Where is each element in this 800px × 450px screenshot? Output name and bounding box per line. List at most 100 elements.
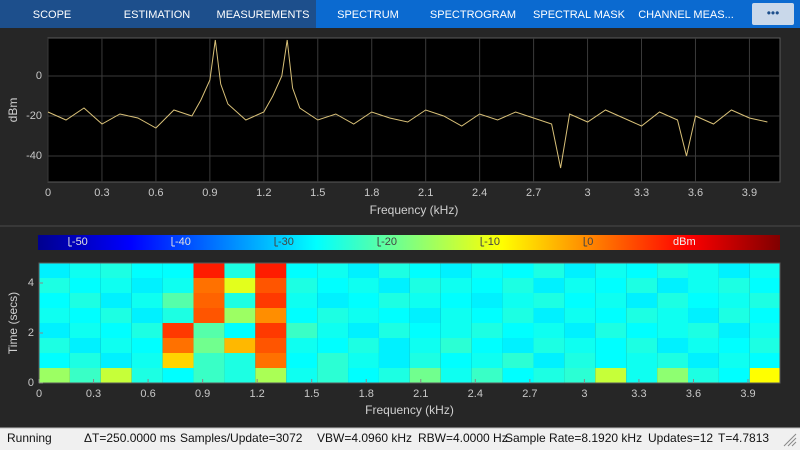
heat-cell [749,263,780,278]
heat-cell [317,323,349,338]
heat-cell [471,293,503,308]
heat-cell [224,323,256,338]
status-item: VBW=4.0960 kHz [317,431,412,445]
heat-cell [471,308,503,323]
heat-cell [718,278,750,293]
heat-cell [100,323,132,338]
heat-cell [595,368,627,383]
x-tick-label: 3 [581,388,587,400]
heat-cell [131,338,163,353]
heat-cell [471,263,503,278]
heat-cell [688,353,719,368]
heat-cell [193,278,225,293]
heat-cell [348,308,379,323]
heat-cell [595,323,627,338]
heat-cell [378,293,410,308]
heat-cell [286,368,318,383]
heat-cell [317,308,349,323]
heat-cell [39,278,70,293]
heat-cell [657,308,689,323]
heat-cell [626,278,658,293]
heat-cell [718,353,750,368]
heat-cell [688,278,719,293]
heat-cell [39,263,70,278]
y-tick-label: 2 [28,327,34,339]
more-button[interactable] [752,3,794,25]
heat-cell [69,338,101,353]
tab[interactable]: SPECTROGRAM [430,9,516,21]
heat-cell [564,293,596,308]
heat-cell [688,263,719,278]
status-item: ΔT=250.0000 ms [84,431,176,445]
x-tick-label: 2.4 [472,187,487,199]
heat-cell [162,323,194,338]
heat-cell [564,338,596,353]
y-tick-label: 4 [28,277,34,289]
heat-cell [224,368,256,383]
heat-cell [533,368,565,383]
heat-cell [533,263,565,278]
tab[interactable]: CHANNEL MEAS... [638,9,734,21]
heat-cell [255,338,287,353]
heat-cell [749,278,780,293]
heat-cell [595,293,627,308]
heat-cell [39,338,70,353]
heat-cell [317,278,349,293]
heat-cell [688,308,719,323]
heat-cell [224,278,256,293]
status-state: Running [7,431,52,445]
heat-cell [657,278,689,293]
heat-cell [131,278,163,293]
colorbar-tick-label: -30 [278,236,294,248]
x-tick-label: 0.9 [202,187,217,199]
heat-cell [162,263,194,278]
heat-cell [564,353,596,368]
heat-cell [595,263,627,278]
heat-cell [317,263,349,278]
tab[interactable]: SPECTRAL MASK [533,9,626,21]
heat-cell [286,338,318,353]
heat-cell [286,323,318,338]
heat-cell [533,293,565,308]
heat-cell [502,308,534,323]
heat-cell [718,323,750,338]
tab[interactable]: ESTIMATION [124,9,190,21]
heat-cell [502,323,534,338]
toolbar-left [0,0,316,28]
tab[interactable]: MEASUREMENTS [217,9,310,21]
y-tick-label: 0 [36,70,42,82]
heat-cell [255,263,287,278]
tab[interactable]: SPECTRUM [337,9,399,21]
plot-area [47,37,781,183]
tab[interactable]: SCOPE [33,9,72,21]
heat-cell [348,263,379,278]
heat-cell [626,308,658,323]
x-tick-label: 3.3 [634,187,649,199]
heat-cell [69,353,101,368]
x-axis-label: Frequency (kHz) [365,403,454,417]
toolbar-right [316,0,740,28]
heat-cell [162,308,194,323]
x-tick-label: 1.5 [310,187,325,199]
heat-cell [348,353,379,368]
x-tick-label: 1.2 [256,187,271,199]
heat-cell [39,368,70,383]
heat-cell [595,338,627,353]
heat-cell [378,368,410,383]
heat-cell [626,293,658,308]
heat-cell [69,323,101,338]
x-tick-label: 1.8 [359,388,374,400]
heat-cell [749,308,780,323]
heat-cell [255,353,287,368]
heat-cell [471,278,503,293]
heat-cell [162,368,194,383]
heat-cell [502,263,534,278]
x-tick-label: 3.3 [631,388,646,400]
heat-cell [749,293,780,308]
x-tick-label: 1.5 [304,388,319,400]
heat-cell [718,293,750,308]
heat-cell [502,353,534,368]
y-axis-label: Time (secs) [6,292,20,354]
x-tick-label: 0.9 [195,388,210,400]
